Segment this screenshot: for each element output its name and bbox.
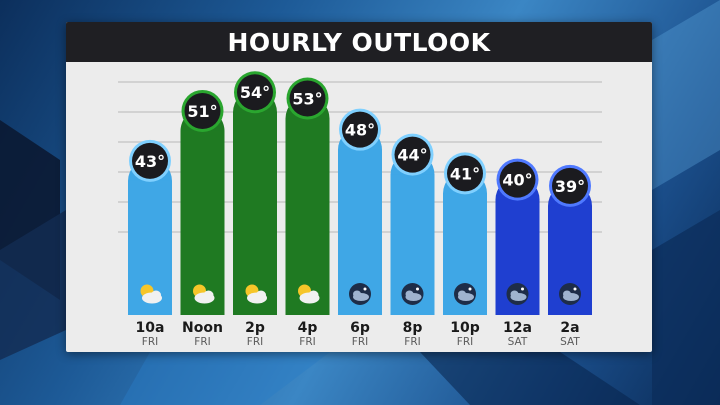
temp-label: 44° [397, 146, 427, 165]
temp-label: 43° [135, 152, 165, 171]
hourly-bar-chart: 43°10aFRI51°NoonFRI54°2pFRI53°4pFRI48°6p… [118, 71, 602, 348]
temp-label: 41° [450, 164, 480, 183]
cloud-shape [308, 290, 319, 300]
cloud-shape [510, 290, 519, 298]
day-label: SAT [508, 336, 528, 348]
sun-cloud-icon [245, 284, 267, 304]
cloud-shape [353, 290, 361, 298]
cloud-shape [458, 290, 466, 298]
star-shape [573, 287, 577, 291]
temp-label: 40° [502, 171, 532, 190]
star-shape [363, 287, 367, 291]
temp-label: 48° [345, 121, 375, 140]
temp-badge [342, 111, 378, 148]
sun-cloud-icon [193, 284, 215, 304]
hour-label: 6p [350, 320, 370, 336]
moon-cloud-icon [454, 283, 476, 305]
temp-label: 53° [292, 89, 322, 108]
title-bar: HOURLY OUTLOOK [66, 22, 652, 62]
temp-label: 54° [240, 83, 270, 102]
temp-badge [552, 167, 588, 204]
hour-label: 10a [136, 320, 165, 336]
hour-label: 2p [245, 320, 265, 336]
chart-title: HOURLY OUTLOOK [227, 27, 491, 57]
bar-base [180, 130, 225, 315]
hour-label: 2a [560, 320, 579, 336]
day-label: FRI [457, 336, 473, 348]
star-shape [521, 287, 524, 291]
cloud-shape [563, 290, 571, 298]
moon-cloud-icon [401, 283, 424, 305]
day-label: FRI [247, 336, 263, 348]
day-label: FRI [142, 336, 158, 348]
hour-label: 12a [503, 320, 532, 336]
temp-badge [447, 155, 483, 192]
star-shape [416, 287, 419, 291]
moon-cloud-icon [349, 283, 371, 305]
temp-label: 51° [187, 102, 217, 121]
day-label: FRI [404, 336, 420, 348]
sun-cloud-icon [298, 284, 320, 304]
bar-base [233, 112, 277, 315]
hour-label: 10p [450, 320, 480, 336]
cloud-shape [256, 290, 266, 300]
day-label: SAT [560, 336, 580, 348]
hour-label: 8p [403, 320, 423, 336]
moon-cloud-icon [506, 283, 529, 305]
temp-badge [499, 161, 536, 198]
temp-label: 39° [555, 177, 585, 196]
temp-badge [394, 136, 431, 173]
temp-badge [237, 74, 273, 111]
hour-label: Noon [182, 320, 223, 336]
temp-badge [289, 80, 326, 117]
day-label: FRI [299, 336, 315, 348]
star-shape [468, 287, 472, 291]
temp-badge [132, 142, 168, 179]
cloud-shape [405, 290, 414, 298]
temp-badge [184, 92, 221, 129]
hour-label: 4p [298, 320, 318, 336]
cloud-shape [151, 290, 161, 300]
moon-cloud-icon [559, 283, 581, 305]
bar-base [285, 118, 330, 315]
hourly-outlook-panel: HOURLY OUTLOOK 43° 10a FRI 51° Noon FRI 54° 2p F… [66, 22, 652, 352]
day-label: FRI [352, 336, 368, 348]
cloud-shape [203, 290, 214, 300]
sun-cloud-icon [140, 284, 162, 304]
day-label: FRI [194, 336, 210, 348]
